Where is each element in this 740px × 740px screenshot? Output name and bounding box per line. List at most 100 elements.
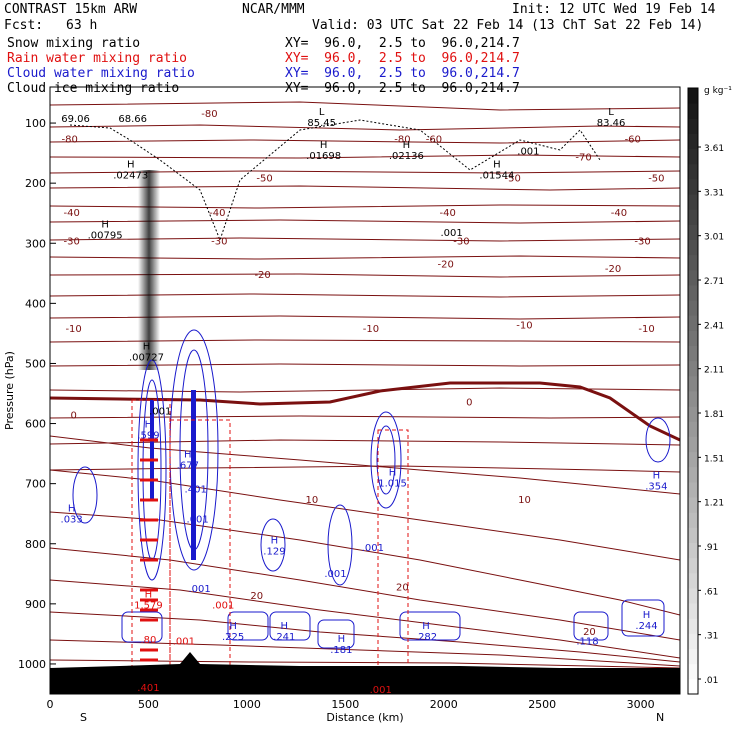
snow-plume <box>138 170 160 370</box>
colorbar-tick-label: 3.61 <box>704 144 724 154</box>
x-tick-label: 1000 <box>233 698 261 711</box>
extremum-value: .01544 <box>479 170 514 181</box>
colorbar-swatch <box>688 421 698 437</box>
y-tick-label: 300 <box>25 237 46 250</box>
extremum-symbol: H <box>101 219 109 230</box>
extremum-value: .244 <box>635 621 657 632</box>
x-tick-label: 3000 <box>627 698 655 711</box>
extremum-symbol: H <box>422 621 430 632</box>
contour-labels: -80 -80 -80 -60 -60 -70 -50 -50 -50 -40 -40 -40 -40 -… <box>61 107 668 696</box>
colorbar-swatch <box>688 633 698 650</box>
extremum-value: .129 <box>263 547 285 558</box>
colorbar-swatch <box>688 315 698 331</box>
isotherm-label: 20 <box>250 591 263 602</box>
colorbar-tick-label: 1.51 <box>704 454 724 464</box>
colorbar-tick-label: 1.21 <box>704 499 724 509</box>
colorbar-swatch <box>688 527 698 543</box>
isotherm-label: -50 <box>256 173 272 184</box>
header-fcst-label: Fcst: <box>4 18 44 33</box>
extremum-value: 68.66 <box>118 114 147 125</box>
isotherm-label: -60 <box>426 134 442 145</box>
colorbar-swatch <box>688 618 698 634</box>
colorbar-swatch <box>688 603 698 619</box>
field-cloud-ice-xy: XY= 96.0, 2.5 to 96.0,214.7 <box>285 81 520 96</box>
colorbar-swatch <box>688 239 698 256</box>
extremum-value: .401 <box>137 683 159 694</box>
colorbar-swatch <box>688 254 698 271</box>
colorbar-tick-label: 2.71 <box>704 277 724 287</box>
isotherm-label: 20 <box>583 627 596 638</box>
colorbar-swatch <box>688 345 698 362</box>
y-tick-label: 900 <box>25 598 46 611</box>
header-fcst-value: 63 h <box>66 18 98 33</box>
extremum-symbol: H <box>338 634 346 645</box>
snow-contour <box>69 119 601 242</box>
colorbar-swatch <box>688 466 698 483</box>
isotherm-label: -20 <box>605 264 621 275</box>
y-tick-label: 700 <box>25 478 46 491</box>
extremum-symbol: H <box>643 610 651 621</box>
extremum-value: .00795 <box>88 230 123 241</box>
colorbar-swatch <box>688 481 698 498</box>
cloud-water-contours <box>72 329 671 649</box>
cloud-water-core-left <box>150 400 154 500</box>
colorbar-swatch <box>688 391 698 407</box>
extremum-value: .001 <box>362 543 384 554</box>
colorbar-unit: g kg⁻¹ <box>704 86 732 96</box>
colorbar-swatch <box>688 678 698 695</box>
colorbar-swatch <box>688 512 698 528</box>
terrain <box>50 652 680 694</box>
colorbar-swatch <box>688 224 698 240</box>
colorbar-swatch <box>688 406 698 422</box>
colorbar-swatch <box>688 436 698 453</box>
header-init: Init: 12 UTC Wed 19 Feb 14 <box>512 2 716 17</box>
field-rain-xy: XY= 96.0, 2.5 to 96.0,214.7 <box>285 51 520 66</box>
colorbar-swatch <box>688 648 698 665</box>
extremum-value: .001 <box>517 146 539 157</box>
isotherm-label: 0 <box>466 398 472 409</box>
extremum-symbol: H <box>403 140 411 151</box>
x-tick-label: 2500 <box>528 698 556 711</box>
extremum-value: .80 <box>140 635 156 646</box>
field-cloud-water-name: Cloud water mixing ratio <box>7 66 195 81</box>
colorbar-swatch <box>688 148 698 165</box>
colorbar-swatch <box>688 497 698 513</box>
extremum-symbol: H <box>127 159 135 170</box>
extremum-symbol: L <box>608 107 614 118</box>
zero-isotherm <box>50 381 680 442</box>
extremum-value: 83.46 <box>597 118 626 129</box>
isotherm-label: -30 <box>211 236 227 247</box>
extremum-symbol: H <box>145 590 153 601</box>
colorbar-swatch <box>688 209 698 225</box>
extremum-symbol: H <box>653 471 661 482</box>
isotherm-label: -30 <box>453 236 469 247</box>
field-snow-xy: XY= 96.0, 2.5 to 96.0,214.7 <box>285 36 520 51</box>
extremum-value: .001 <box>173 637 195 648</box>
isotherm-label: -20 <box>254 270 270 281</box>
extremum-value: .181 <box>330 645 352 656</box>
colorbar: g kg⁻¹ 3.61 3.31 3.01 2.71 2.41 2.11 1.81 1.51 1… <box>687 86 732 695</box>
isotherm-label: -10 <box>638 324 654 335</box>
extremum-symbol: H <box>145 420 153 431</box>
colorbar-swatch <box>688 375 698 392</box>
y-tick-label: 600 <box>25 418 46 431</box>
isotherm-label: -40 <box>440 208 456 219</box>
colorbar-swatch <box>688 663 698 680</box>
extremum-value: .01698 <box>306 151 341 162</box>
extremum-symbol: H <box>320 140 328 151</box>
colorbar-swatch <box>688 572 698 589</box>
plot-area <box>50 101 680 694</box>
extremum-value: .001 <box>440 228 462 239</box>
field-cloud-water-xy: XY= 96.0, 2.5 to 96.0,214.7 <box>285 66 520 81</box>
header-org: NCAR/MMM <box>242 2 305 17</box>
colorbar-tick-label: 2.41 <box>704 321 724 331</box>
x-tick-label: 1500 <box>331 698 359 711</box>
colorbar-swatch <box>688 284 698 301</box>
x-tick-label: 500 <box>138 698 159 711</box>
extremum-value: .354 <box>645 482 667 493</box>
colorbar-tick-label: 1.81 <box>704 410 724 420</box>
isotherm-label: 20 <box>396 583 409 594</box>
extremum-value: .401 <box>185 485 207 496</box>
extremum-symbol: H <box>389 468 397 479</box>
